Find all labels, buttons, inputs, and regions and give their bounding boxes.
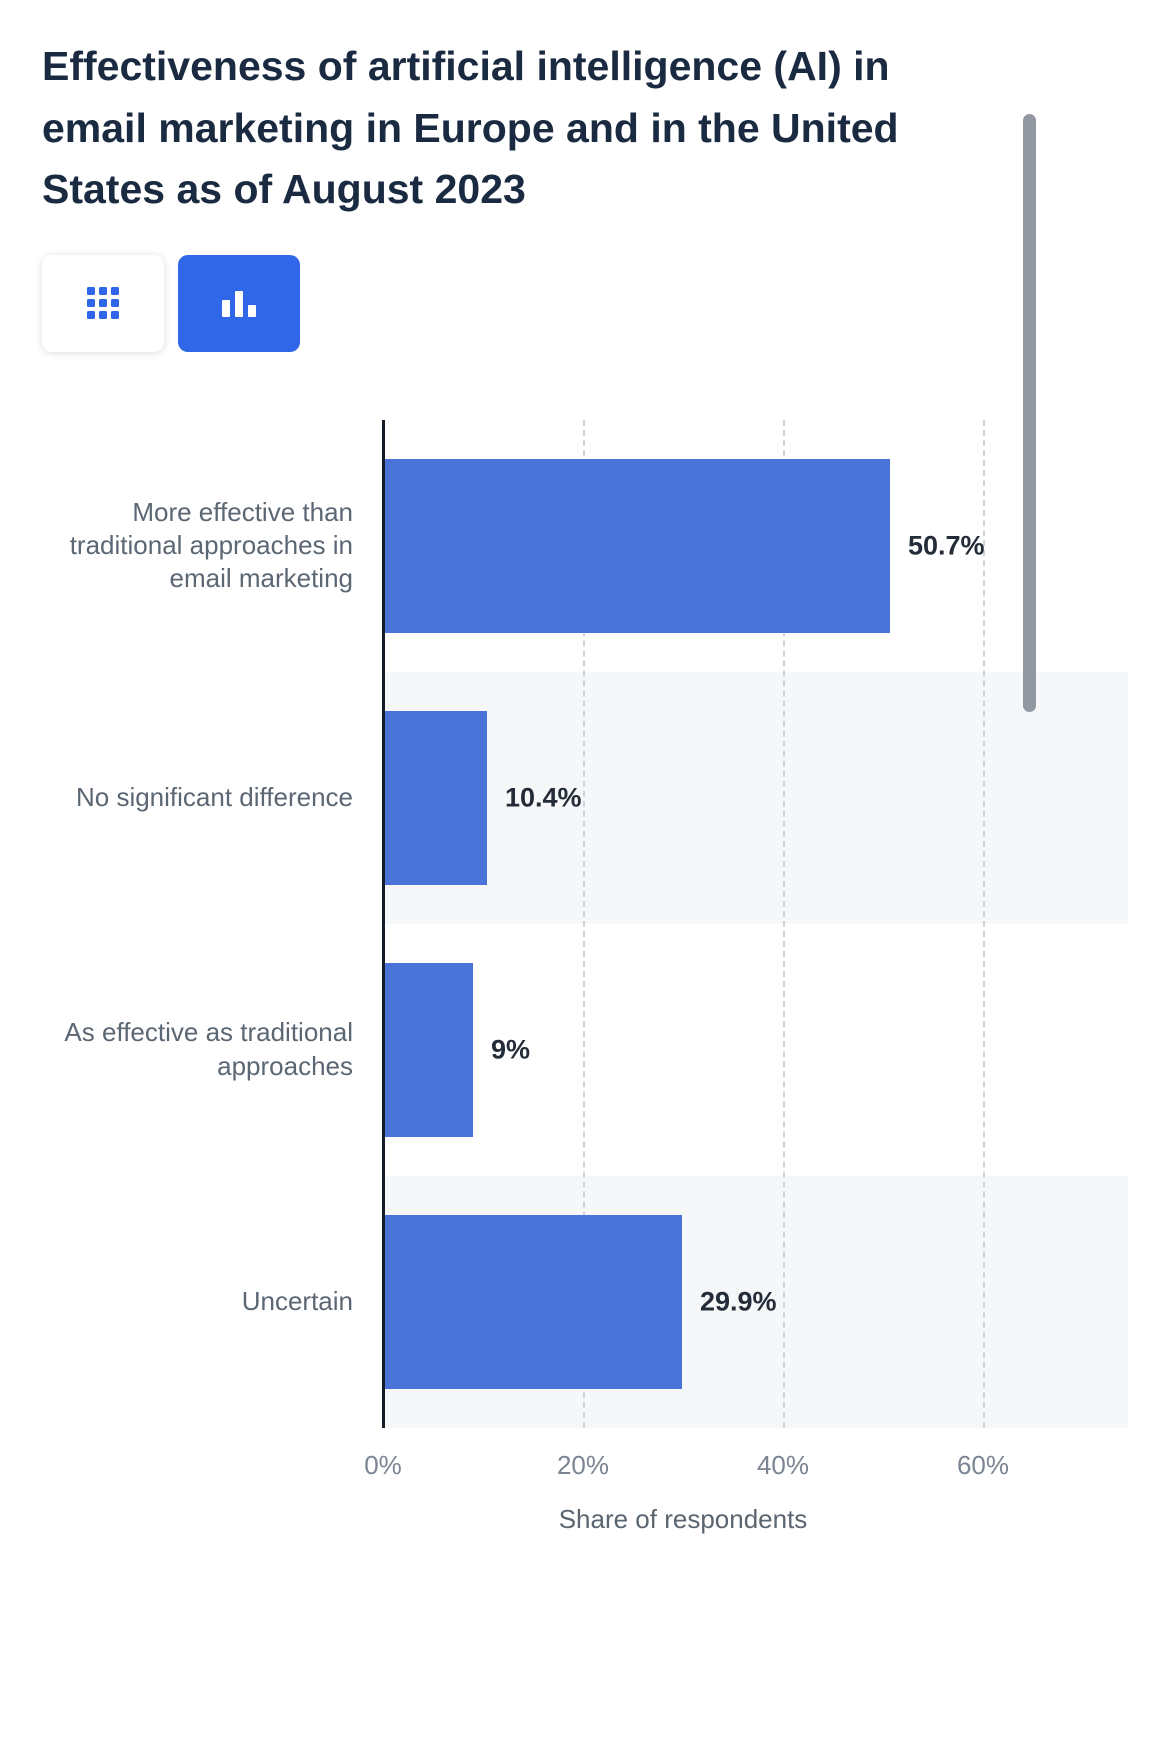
gridline [583, 419, 585, 1428]
plot-cell: 9% [383, 924, 1128, 1176]
x-axis-ticks: 0% 20% 40% 60% [42, 1428, 1128, 1492]
plot-cell: 10.4% [383, 671, 1128, 924]
x-tick-label: 0% [364, 1449, 402, 1480]
bar[interactable] [383, 458, 890, 633]
x-tick-label: 60% [956, 1449, 1010, 1480]
y-axis-line [382, 419, 385, 1428]
x-axis-title: Share of respondents [558, 1503, 808, 1534]
chart-row: As effective as traditional approaches 9… [42, 924, 1128, 1176]
value-label: 50.7% [908, 530, 985, 560]
table-view-button[interactable] [42, 254, 164, 352]
value-label: 10.4% [505, 782, 582, 812]
x-tick-label: 20% [556, 1449, 610, 1480]
plot-area: More effective than traditional approach… [42, 419, 1128, 1428]
chart-row: No significant difference 10.4% [42, 671, 1128, 924]
grid-icon [87, 287, 119, 319]
bar-chart-icon [219, 289, 259, 317]
page: Effectiveness of artificial intelligence… [42, 43, 1128, 1535]
value-label: 29.9% [700, 1286, 777, 1316]
page-title: Effectiveness of artificial intelligence… [42, 43, 899, 212]
value-label: 9% [491, 1034, 531, 1064]
plot-cell: 29.9% [383, 1175, 1128, 1428]
bar[interactable] [383, 710, 487, 885]
x-tick-label: 40% [756, 1449, 810, 1480]
category-label: As effective as traditional approaches [64, 1017, 353, 1081]
chart-view-button[interactable] [178, 254, 300, 352]
view-toolbar [42, 254, 1128, 352]
bar[interactable] [383, 1214, 682, 1389]
category-label: No significant difference [75, 781, 353, 812]
scrollbar-thumb[interactable] [1023, 114, 1036, 712]
gridline [783, 419, 785, 1428]
bar[interactable] [383, 962, 473, 1137]
chart-row: More effective than traditional approach… [42, 420, 1128, 672]
bar-chart: More effective than traditional approach… [42, 419, 1128, 1535]
gridline [983, 419, 985, 1428]
category-label: Uncertain [241, 1285, 353, 1316]
chart-row: Uncertain 29.9% [42, 1175, 1128, 1428]
category-label: More effective than traditional approach… [69, 496, 353, 594]
plot-cell: 50.7% [383, 420, 1128, 672]
